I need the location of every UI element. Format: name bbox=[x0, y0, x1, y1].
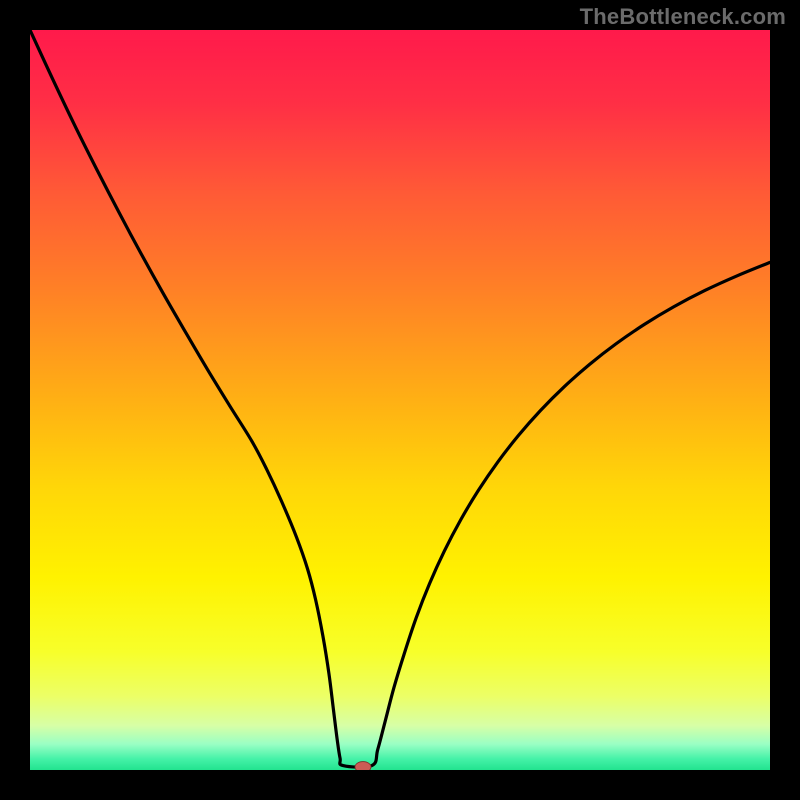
chart-container: TheBottleneck.com bbox=[0, 0, 800, 800]
watermark-text: TheBottleneck.com bbox=[580, 4, 786, 30]
gradient-rect bbox=[30, 30, 770, 770]
gradient-plot bbox=[30, 30, 770, 770]
